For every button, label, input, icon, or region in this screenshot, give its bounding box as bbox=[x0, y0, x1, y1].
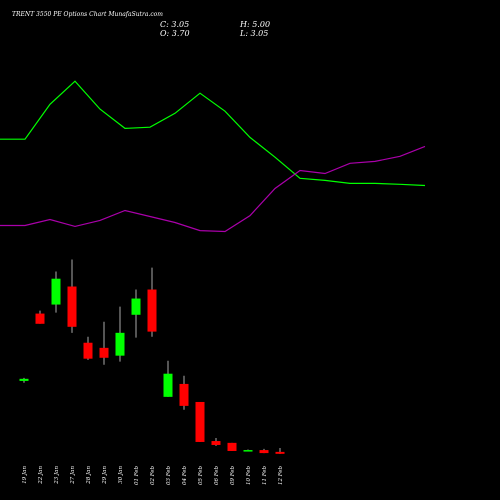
candle-body bbox=[35, 313, 45, 324]
low-label: L: 3.05 bbox=[239, 29, 268, 38]
indicator-line bbox=[0, 145, 426, 233]
candle-body bbox=[131, 298, 141, 315]
x-tick-label: 03 Feb bbox=[166, 466, 172, 486]
high-label: H: 5.00 bbox=[239, 20, 270, 29]
candle-body bbox=[163, 373, 173, 397]
indicator-line bbox=[0, 80, 426, 187]
candle-body bbox=[211, 441, 221, 445]
x-tick-label: 11 Feb bbox=[262, 466, 268, 486]
candle-body bbox=[243, 450, 253, 452]
candle-body bbox=[67, 286, 77, 327]
candle-body bbox=[99, 347, 109, 358]
x-tick-label: 09 Feb bbox=[230, 466, 236, 486]
open-label: O: 3.70 bbox=[160, 29, 190, 38]
x-tick-label: 10 Feb bbox=[246, 466, 252, 486]
candle-body bbox=[259, 450, 269, 454]
x-tick-label: 30 Jan bbox=[118, 466, 124, 484]
candle-body bbox=[195, 401, 205, 442]
candle-body bbox=[275, 451, 285, 454]
close-label: C: 3.05 bbox=[160, 20, 189, 29]
x-tick-label: 01 Feb bbox=[134, 466, 140, 486]
candle-body bbox=[19, 378, 29, 381]
x-tick-label: 27 Jan bbox=[70, 466, 76, 485]
x-tick-label: 29 Jan bbox=[102, 466, 108, 485]
x-tick-label: 12 Feb bbox=[278, 466, 284, 486]
x-tick-label: 02 Feb bbox=[150, 466, 156, 486]
x-tick-label: 19 Jan bbox=[22, 466, 28, 484]
x-tick-label: 05 Feb bbox=[198, 466, 204, 486]
candle-body bbox=[83, 342, 93, 359]
x-tick-label: 23 Jan bbox=[54, 466, 60, 485]
x-tick-label: 28 Jan bbox=[86, 466, 92, 485]
candle-body bbox=[227, 442, 237, 451]
candle-body bbox=[115, 332, 125, 356]
chart-title: TRENT 3550 PE Options Chart MunafaSutra.… bbox=[12, 11, 163, 18]
candle-body bbox=[147, 289, 157, 332]
x-tick-label: 22 Jan bbox=[38, 466, 44, 485]
candle-body bbox=[179, 383, 189, 406]
x-tick-label: 06 Feb bbox=[214, 466, 220, 486]
candle-body bbox=[51, 278, 61, 305]
x-tick-label: 04 Feb bbox=[182, 466, 188, 486]
